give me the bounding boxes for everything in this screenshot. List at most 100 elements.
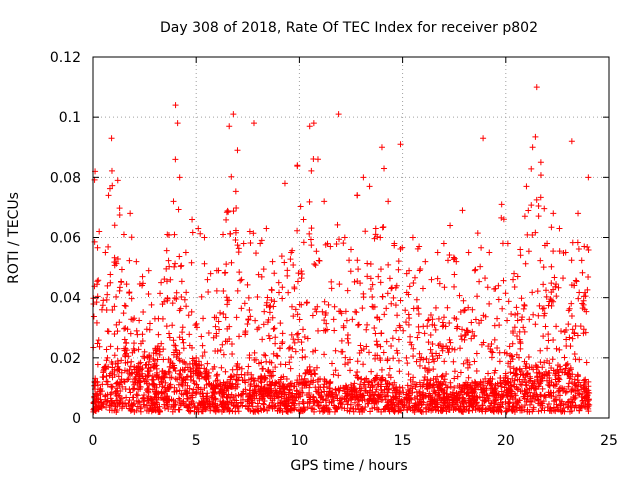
data-point: [452, 401, 459, 408]
data-point: [544, 372, 551, 379]
data-point: [579, 269, 586, 276]
data-point: [253, 250, 260, 257]
data-point: [388, 343, 395, 350]
data-point: [560, 275, 567, 282]
data-point: [473, 350, 480, 357]
data-point: [279, 284, 286, 291]
data-point: [210, 396, 217, 403]
data-point: [127, 389, 134, 396]
data-point: [223, 209, 230, 216]
data-point: [550, 210, 557, 217]
data-point: [384, 357, 391, 364]
data-point: [396, 322, 403, 329]
data-point: [199, 390, 206, 397]
data-point: [93, 396, 100, 403]
data-point: [552, 396, 559, 403]
data-point: [473, 367, 480, 374]
data-point: [260, 401, 267, 408]
data-point: [294, 163, 301, 170]
data-point: [294, 278, 301, 285]
data-point: [116, 393, 123, 400]
data-point: [170, 404, 177, 411]
data-point: [175, 395, 182, 402]
data-point: [176, 174, 183, 181]
data-point: [246, 228, 253, 235]
data-point: [549, 356, 556, 363]
data-point: [220, 231, 227, 238]
data-point: [251, 356, 258, 363]
data-point: [526, 316, 533, 323]
data-point: [509, 356, 516, 363]
data-point: [464, 364, 471, 371]
data-point: [103, 357, 110, 364]
data-point: [451, 271, 458, 278]
data-point: [371, 324, 378, 331]
data-point: [565, 370, 572, 377]
data-point: [568, 138, 575, 145]
data-point: [166, 363, 173, 370]
data-point: [224, 385, 231, 392]
data-point: [502, 374, 509, 381]
data-point: [161, 384, 168, 391]
data-point: [128, 295, 135, 302]
data-point: [407, 339, 414, 346]
data-point: [355, 266, 362, 273]
data-point: [468, 319, 475, 326]
data-point: [462, 399, 469, 406]
data-point: [465, 249, 472, 256]
data-point: [315, 376, 322, 383]
data-point: [348, 396, 355, 403]
data-point: [238, 365, 245, 372]
data-point: [501, 384, 508, 391]
data-point: [360, 174, 367, 181]
data-point: [113, 293, 120, 300]
data-point: [574, 377, 581, 384]
data-point: [137, 405, 144, 412]
data-point: [556, 248, 563, 255]
data-point: [528, 395, 535, 402]
data-point: [466, 361, 473, 368]
data-point: [188, 259, 195, 266]
data-point: [280, 373, 287, 380]
data-point: [225, 297, 232, 304]
data-point: [561, 354, 568, 361]
data-point: [122, 359, 129, 366]
data-point: [429, 340, 436, 347]
data-point: [426, 367, 433, 374]
data-point: [501, 349, 508, 356]
data-point: [260, 406, 267, 413]
data-point: [373, 338, 380, 345]
data-point: [220, 389, 227, 396]
data-point: [585, 387, 592, 394]
data-point: [123, 403, 130, 410]
data-point: [439, 372, 446, 379]
data-point: [203, 405, 210, 412]
data-point: [566, 375, 573, 382]
data-point: [232, 392, 239, 399]
data-point: [165, 406, 172, 413]
data-point: [107, 279, 114, 286]
data-point: [584, 394, 591, 401]
data-point: [169, 322, 176, 329]
data-point: [266, 335, 273, 342]
data-point: [145, 291, 152, 298]
data-point: [95, 277, 102, 284]
data-point: [142, 362, 149, 369]
data-point: [389, 284, 396, 291]
data-point: [411, 394, 418, 401]
data-point: [107, 271, 114, 278]
data-point: [565, 321, 572, 328]
data-point: [432, 326, 439, 333]
data-point: [537, 159, 544, 166]
data-point: [405, 311, 412, 318]
data-point: [90, 300, 97, 307]
data-point: [585, 408, 592, 415]
data-point: [170, 337, 177, 344]
data-point: [421, 377, 428, 384]
data-point: [437, 380, 444, 387]
data-point: [357, 381, 364, 388]
data-point: [155, 374, 162, 381]
data-point: [521, 301, 528, 308]
data-point: [258, 359, 265, 366]
data-point: [565, 383, 572, 390]
